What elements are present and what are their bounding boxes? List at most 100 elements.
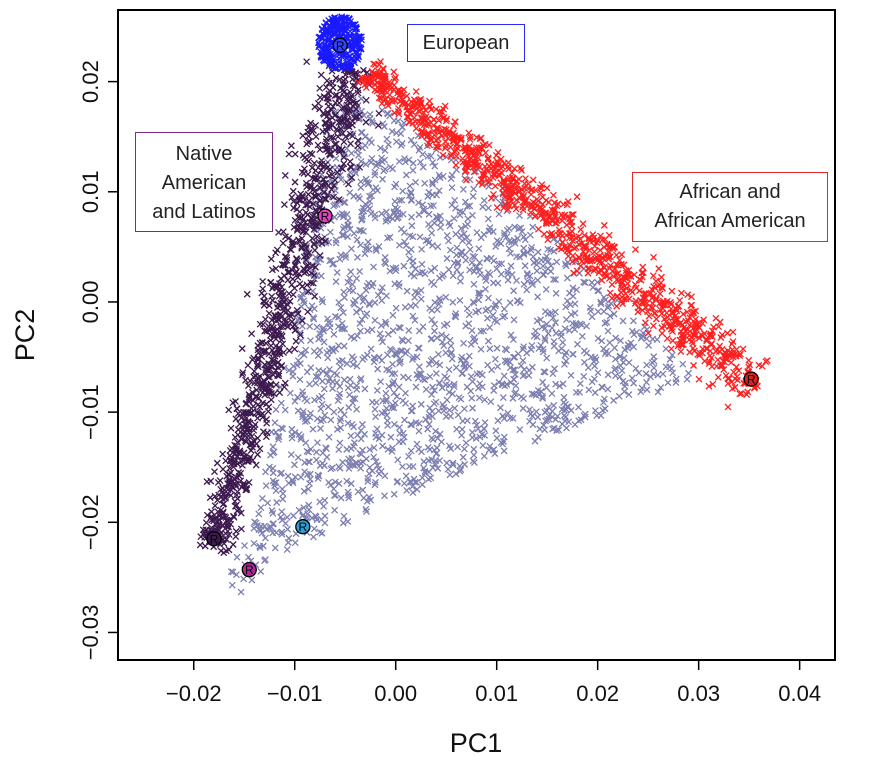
data-point <box>340 153 348 161</box>
data-point <box>642 294 650 302</box>
data-point <box>508 238 516 246</box>
data-point <box>439 172 447 180</box>
data-point <box>345 491 353 499</box>
data-point <box>437 111 445 119</box>
data-point <box>708 363 716 371</box>
data-point <box>270 390 278 398</box>
data-point <box>442 126 450 134</box>
data-point <box>371 171 379 179</box>
data-point <box>371 80 379 88</box>
data-point <box>296 331 304 339</box>
data-point <box>243 455 251 463</box>
data-point <box>459 185 467 193</box>
data-point <box>650 364 658 372</box>
data-point <box>257 381 265 389</box>
data-point <box>658 329 666 337</box>
data-point <box>428 241 436 249</box>
data-point <box>475 179 483 187</box>
data-point <box>533 333 541 341</box>
data-point <box>744 388 752 396</box>
data-point <box>312 253 320 261</box>
data-point <box>644 308 652 316</box>
data-point <box>434 243 442 251</box>
data-point <box>434 464 442 472</box>
data-point <box>460 405 468 413</box>
data-point <box>513 182 521 190</box>
data-point <box>642 304 650 311</box>
data-point <box>429 180 437 188</box>
data-point <box>375 160 383 168</box>
data-point <box>588 279 596 286</box>
data-point <box>449 298 457 306</box>
data-point <box>543 416 551 424</box>
data-point <box>262 400 270 408</box>
data-point <box>519 357 527 365</box>
data-point <box>400 262 408 270</box>
data-point <box>287 142 295 150</box>
data-point <box>262 482 270 490</box>
data-point <box>322 127 330 135</box>
data-point <box>501 312 509 320</box>
data-point <box>409 159 417 167</box>
data-point <box>395 196 403 204</box>
data-point <box>484 337 492 345</box>
data-point <box>430 446 438 454</box>
data-point <box>532 327 540 335</box>
data-point <box>477 327 485 335</box>
data-point <box>552 289 560 297</box>
data-point <box>667 325 675 333</box>
data-point <box>506 299 514 307</box>
data-point <box>583 349 590 357</box>
data-point <box>274 432 282 440</box>
data-point <box>504 276 512 284</box>
data-point <box>558 345 565 353</box>
data-point <box>289 512 297 520</box>
data-point <box>256 403 264 411</box>
data-point <box>311 396 318 404</box>
data-point <box>359 446 366 454</box>
data-point <box>446 471 454 479</box>
data-point <box>655 265 663 273</box>
data-point <box>258 289 266 297</box>
data-point <box>625 359 633 367</box>
data-point <box>662 345 670 353</box>
data-point <box>436 224 444 232</box>
data-point <box>719 357 727 365</box>
data-point <box>441 138 449 146</box>
data-point <box>365 470 373 478</box>
annotation-african: African and African American <box>632 172 828 242</box>
data-point <box>322 444 330 452</box>
data-point <box>427 278 435 286</box>
data-point <box>730 368 738 376</box>
data-point <box>255 510 263 518</box>
data-point <box>357 184 365 191</box>
data-point <box>571 325 579 333</box>
data-point <box>614 277 622 285</box>
data-point <box>233 405 241 413</box>
data-point <box>337 27 345 35</box>
data-point <box>504 357 511 365</box>
data-point <box>293 226 301 234</box>
data-point <box>346 286 353 294</box>
data-point <box>606 339 614 347</box>
data-point <box>395 92 403 100</box>
data-point <box>337 494 345 502</box>
data-point <box>616 352 624 360</box>
data-point <box>303 156 311 164</box>
data-point <box>335 298 343 306</box>
data-point <box>476 271 484 279</box>
data-point <box>643 378 650 386</box>
data-point <box>372 458 380 466</box>
data-point <box>624 344 632 352</box>
data-point <box>346 38 354 46</box>
data-point <box>589 231 597 239</box>
data-point <box>573 267 581 275</box>
data-point <box>322 237 330 245</box>
data-point <box>232 397 239 405</box>
data-point <box>294 310 302 318</box>
data-point <box>406 110 414 117</box>
data-point <box>331 201 339 209</box>
data-point <box>568 222 576 230</box>
data-point <box>365 299 373 307</box>
data-point <box>549 232 557 240</box>
